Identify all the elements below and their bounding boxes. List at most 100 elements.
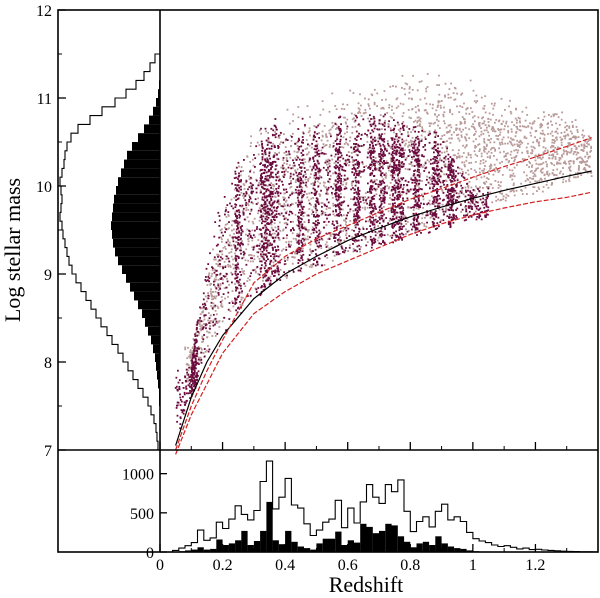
sample-b-point — [274, 258, 276, 261]
sample-b-point — [508, 160, 511, 162]
sample-b-point — [468, 162, 471, 164]
sample-b-point — [478, 124, 481, 126]
sample-a-point — [338, 169, 341, 172]
sample-b-point — [555, 122, 557, 125]
sample-a-point — [255, 179, 258, 182]
sample-a-point — [285, 138, 288, 141]
sample-b-point — [215, 322, 218, 324]
sample-b-point — [526, 193, 528, 195]
sample-b-point — [269, 259, 272, 262]
sample-a-point — [266, 205, 269, 207]
sample-b-point — [364, 192, 367, 195]
sample-a-point — [448, 200, 451, 202]
sample-a-point — [298, 209, 301, 211]
sample-a-point — [415, 189, 418, 192]
sample-a-point — [391, 166, 394, 168]
sample-b-point — [484, 111, 487, 114]
sample-a-point — [215, 287, 218, 290]
sample-a-point — [235, 204, 238, 206]
sample-b-point — [303, 240, 305, 243]
sample-b-point — [297, 150, 300, 153]
sample-a-point — [373, 147, 375, 150]
sample-b-point — [252, 202, 254, 205]
sample-a-point — [308, 254, 311, 256]
sample-a-point — [383, 188, 386, 191]
sample-b-point — [359, 125, 361, 127]
sample-b-point — [505, 196, 507, 199]
sample-a-point — [252, 248, 255, 251]
sample-b-point — [576, 157, 579, 160]
sample-b-point — [475, 138, 477, 140]
sample-a-point — [298, 173, 300, 176]
sample-b-point — [472, 140, 475, 143]
sample-b-point — [510, 157, 513, 159]
sample-a-point — [314, 168, 317, 171]
sample-a-point — [298, 227, 301, 230]
sample-b-point — [323, 145, 326, 148]
sample-a-point — [298, 148, 300, 151]
sample-a-point — [341, 247, 344, 250]
sample-b-point — [424, 136, 426, 139]
sample-b-point — [202, 352, 205, 354]
sample-a-point — [235, 280, 238, 282]
sample-b-point — [290, 145, 292, 148]
sample-a-point — [316, 159, 319, 162]
sample-b-point — [367, 103, 370, 106]
sample-b-point — [551, 157, 554, 160]
sample-a-point — [485, 204, 488, 207]
sample-a-point — [311, 168, 314, 171]
sample-b-point — [497, 184, 500, 186]
sample-b-point — [411, 164, 414, 167]
sample-b-point — [376, 105, 378, 107]
sample-a-point — [390, 129, 392, 132]
sample-b-point — [551, 134, 554, 137]
sample-b-point — [333, 155, 336, 158]
sample-b-point — [431, 186, 434, 189]
sample-a-point — [402, 188, 404, 191]
sample-b-point — [550, 120, 552, 123]
sample-b-point — [418, 196, 420, 199]
sample-b-point — [411, 158, 414, 160]
sample-a-point — [262, 246, 265, 248]
sample-b-point — [300, 270, 303, 273]
sample-a-point — [414, 181, 417, 184]
sample-a-point — [247, 234, 249, 237]
sample-a-point — [482, 193, 484, 195]
sample-a-point — [277, 187, 280, 190]
sample-b-point — [274, 252, 277, 255]
sample-b-point — [439, 127, 441, 129]
sample-b-point — [464, 165, 466, 168]
sample-b-point — [235, 241, 237, 243]
sample-a-point — [380, 137, 383, 140]
sample-a-point — [250, 201, 253, 204]
sample-a-point — [198, 363, 200, 365]
sample-b-point — [516, 143, 519, 146]
sample-b-point — [352, 247, 355, 250]
sample-a-point — [259, 169, 262, 171]
sample-a-point — [414, 200, 417, 203]
sample-a-point — [179, 416, 182, 419]
sample-b-point — [542, 152, 545, 155]
sample-a-point — [205, 276, 207, 278]
sample-a-point — [264, 196, 266, 199]
sample-a-point — [175, 407, 178, 409]
sample-b-point — [589, 155, 591, 158]
sample-b-point — [581, 133, 584, 136]
sample-a-point — [260, 260, 263, 263]
sample-a-point — [237, 242, 240, 244]
sample-a-point — [392, 208, 394, 211]
sample-a-point — [426, 178, 428, 181]
sample-a-point — [234, 206, 237, 208]
sample-b-point — [294, 170, 297, 173]
sample-a-point — [380, 235, 383, 238]
sample-b-point — [464, 137, 467, 140]
sample-a-point — [224, 231, 226, 233]
sample-b-point — [334, 214, 336, 217]
sample-a-point — [235, 289, 237, 292]
sample-a-point — [356, 239, 358, 242]
sample-b-point — [487, 178, 490, 180]
sample-b-point — [583, 134, 586, 137]
sample-a-point — [484, 203, 486, 206]
sample-a-point — [374, 140, 376, 142]
